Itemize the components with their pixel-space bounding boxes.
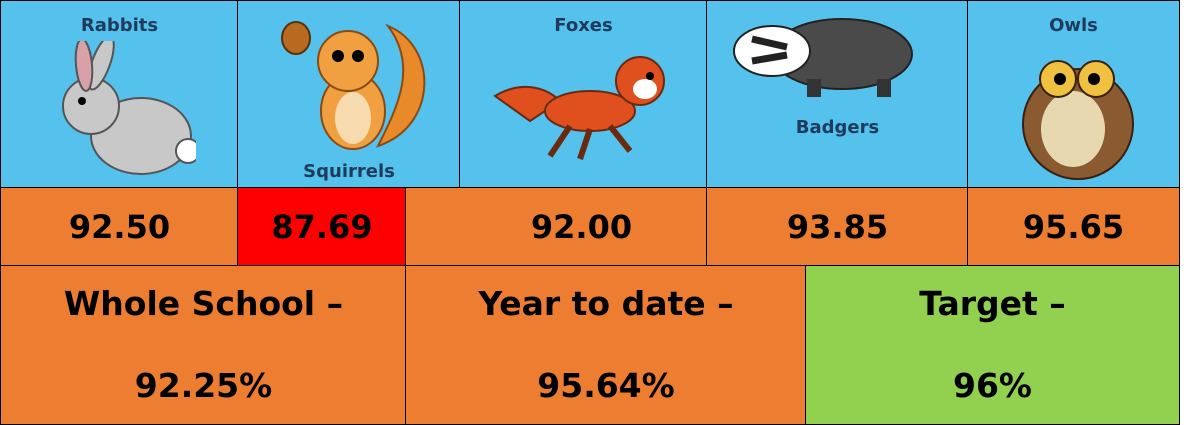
page: Rabbits Squirrels Foxes	[0, 0, 1187, 425]
header-cell: Badgers	[706, 0, 969, 189]
score: 87.69	[238, 208, 406, 246]
fox-image	[490, 41, 690, 171]
summary-cell: Whole School – 92.25%	[0, 265, 407, 425]
score-cell: 87.69	[237, 187, 407, 267]
summary-value: 95.64%	[406, 366, 806, 405]
score: 92.50	[1, 208, 238, 246]
header-cell: Rabbits	[0, 0, 239, 189]
score-cell: 92.00	[405, 187, 708, 267]
summary-value: 92.25%	[1, 366, 406, 405]
badger-image	[727, 9, 927, 104]
owl-image	[1008, 39, 1148, 184]
header-cell: Foxes	[459, 0, 708, 189]
score-cell: 92.50	[0, 187, 239, 267]
score: 92.00	[406, 208, 707, 246]
summary-label: Target –	[806, 284, 1179, 323]
summary-label: Whole School –	[1, 284, 406, 323]
summary-cell: Year to date – 95.64%	[405, 265, 807, 425]
summary-label: Year to date –	[406, 284, 806, 323]
animal-label: Badgers	[707, 117, 968, 138]
summary-cell: Target – 96%	[805, 265, 1180, 425]
animal-label: Foxes	[460, 15, 707, 36]
summary-value: 96%	[806, 366, 1179, 405]
score: 93.85	[707, 208, 968, 246]
animal-label: Squirrels	[238, 161, 460, 182]
score-cell: 93.85	[706, 187, 969, 267]
header-cell: Squirrels	[237, 0, 461, 189]
score: 95.65	[968, 208, 1179, 246]
header-cell: Owls	[967, 0, 1180, 189]
score-cell: 95.65	[967, 187, 1180, 267]
animal-label: Rabbits	[1, 15, 238, 36]
squirrel-image	[268, 6, 438, 156]
animal-label: Owls	[968, 15, 1179, 36]
rabbit-image	[46, 41, 196, 181]
